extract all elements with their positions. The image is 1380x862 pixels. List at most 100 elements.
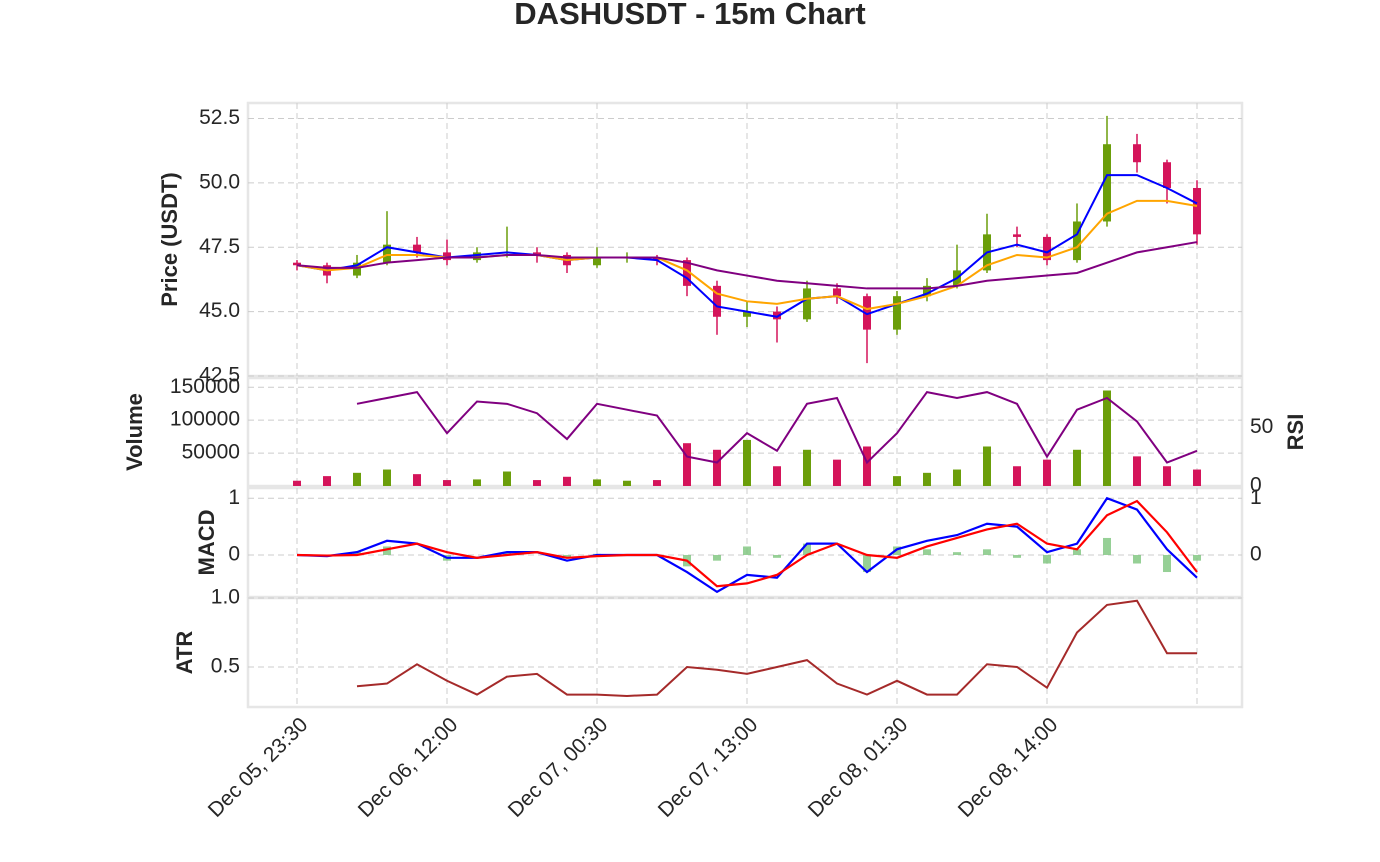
x-tick-label: Dec 07, 13:00 <box>654 713 763 822</box>
candle-body <box>893 296 901 330</box>
y-tick-label: 0 <box>228 543 240 566</box>
macd-histogram-bar <box>383 546 391 555</box>
y-axis-label: RSI <box>1283 414 1308 451</box>
x-tick-label: Dec 05, 23:30 <box>204 713 313 822</box>
macd-histogram-bar <box>1103 537 1111 555</box>
candle-body <box>593 257 601 266</box>
macd-histogram-bar <box>743 546 751 555</box>
volume-bar <box>623 480 631 486</box>
x-tick-label: Dec 06, 12:00 <box>354 713 463 822</box>
candle-body <box>443 252 451 261</box>
macd-histogram-bar <box>1163 554 1171 573</box>
y-tick-label: 52.5 <box>199 106 240 129</box>
y-axis-label: Volume <box>122 393 147 471</box>
volume-bar <box>923 472 931 486</box>
volume-bar <box>773 466 781 486</box>
candle-body <box>1133 144 1141 163</box>
macd-histogram-bar <box>983 549 991 555</box>
y-tick-label: 150000 <box>170 375 240 398</box>
panel-frame <box>246 101 1244 378</box>
candle-body <box>1103 144 1111 222</box>
y-tick-label: 50 <box>1250 415 1273 438</box>
macd-histogram-bar <box>773 554 781 558</box>
candle-body <box>1193 187 1201 235</box>
volume-bar <box>1133 456 1141 486</box>
volume-bar <box>1193 469 1201 486</box>
macd-histogram-bar <box>923 549 931 555</box>
candle-body <box>1163 162 1171 188</box>
candle-body <box>1043 236 1051 261</box>
y-tick-label: 1 <box>1250 486 1262 509</box>
macd-histogram-bar <box>953 552 961 555</box>
volume-bar <box>383 469 391 486</box>
macd-histogram-bar <box>863 554 871 573</box>
x-tick-label: Dec 07, 00:30 <box>504 713 613 822</box>
macd-histogram-bar <box>803 543 811 555</box>
x-tick-label: Dec 08, 14:00 <box>954 713 1063 822</box>
rsi-line <box>356 390 1198 465</box>
volume-bar <box>683 443 691 486</box>
candle-body <box>863 296 871 330</box>
volume-bar <box>803 449 811 486</box>
y-tick-label: 50.0 <box>199 170 240 193</box>
macd-line <box>296 496 1198 594</box>
candle-body <box>713 285 721 317</box>
y-tick-label: 45.0 <box>199 299 240 322</box>
volume-bar <box>593 479 601 486</box>
macd-histogram-bar <box>1013 554 1021 558</box>
y-tick-label: 1 <box>228 486 240 509</box>
y-tick-label: 1.0 <box>211 586 240 609</box>
volume-bar <box>1073 449 1081 486</box>
y-axis-label: MACD <box>194 510 219 576</box>
volume-bar <box>563 476 571 486</box>
candle-body <box>1013 234 1021 237</box>
candle-body <box>353 262 361 276</box>
y-tick-label: 0 <box>1250 474 1262 497</box>
volume-bar <box>1103 390 1111 486</box>
volume-bar <box>503 471 511 486</box>
chart-title: DASHUSDT - 15m Chart <box>514 0 865 31</box>
macd-histogram-bar <box>713 554 721 561</box>
y-axis-label: ATR <box>172 631 197 675</box>
macd-histogram-bar <box>1043 554 1051 564</box>
macd-histogram-bar <box>1193 554 1201 561</box>
moving-average-line <box>296 241 1198 290</box>
macd-histogram-bar <box>503 552 511 555</box>
volume-bar <box>953 469 961 486</box>
candle-body <box>653 257 661 261</box>
candle-body <box>803 288 811 320</box>
candle-body <box>923 285 931 297</box>
macd-histogram-bar <box>893 546 901 555</box>
volume-bar <box>353 472 361 486</box>
candle-body <box>773 311 781 320</box>
volume-bar <box>743 439 751 486</box>
volume-bar <box>653 480 661 486</box>
macd-histogram-bar <box>1133 554 1141 564</box>
macd-histogram-bar <box>1073 549 1081 555</box>
volume-bar <box>533 480 541 486</box>
y-tick-label: 42.5 <box>199 364 240 387</box>
candle-body <box>683 260 691 286</box>
volume-bar <box>863 446 871 486</box>
y-tick-label: 50000 <box>182 441 240 464</box>
volume-bar <box>1043 459 1051 486</box>
candle-body <box>413 244 421 253</box>
candle-body <box>383 244 391 263</box>
macd-histogram-bar <box>353 552 361 555</box>
volume-bar <box>443 480 451 486</box>
atr-line <box>356 599 1197 697</box>
candle-body <box>833 288 841 297</box>
volume-bar <box>893 476 901 486</box>
macd-histogram-bar <box>563 554 571 558</box>
volume-bar <box>473 479 481 486</box>
y-axis-label: Price (USDT) <box>157 172 182 306</box>
volume-bar <box>1013 466 1021 486</box>
volume-bar <box>1163 466 1171 486</box>
panel-frame <box>246 596 1244 709</box>
y-tick-label: 0 <box>1250 543 1262 566</box>
x-tick-label: Dec 08, 01:30 <box>804 713 913 822</box>
candle-body <box>743 311 751 317</box>
volume-bar <box>293 480 301 486</box>
candle-body <box>293 262 301 266</box>
